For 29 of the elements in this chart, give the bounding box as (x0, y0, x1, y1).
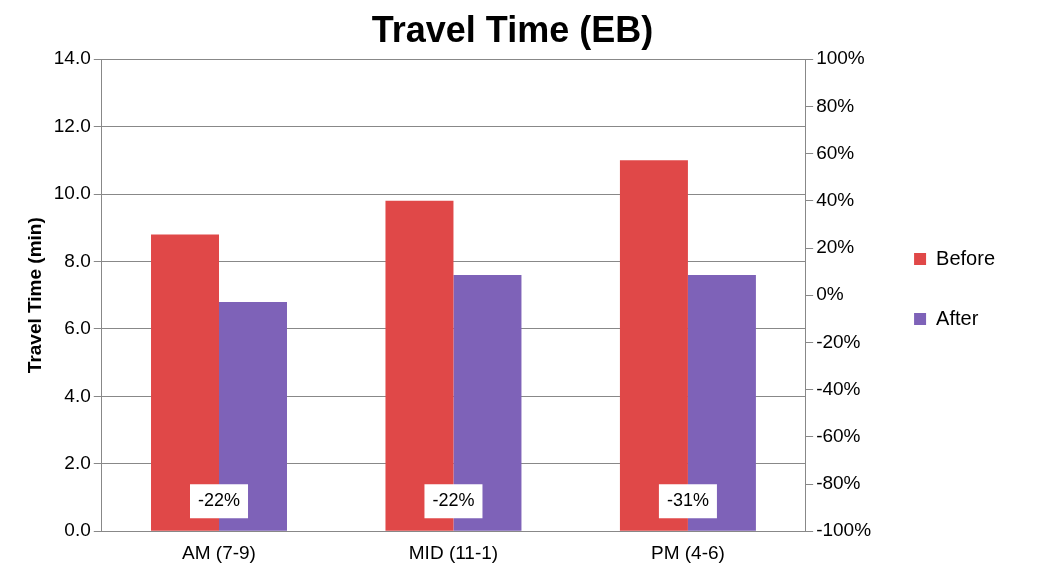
legend-label: After (936, 306, 979, 329)
y2-tick-label: 20% (816, 236, 855, 258)
y2-tick-label: 60% (816, 141, 855, 163)
y-tick-label: 0.0 (64, 519, 91, 541)
y-tick-label: 14.0 (53, 47, 91, 69)
annotation: -22% (432, 490, 475, 511)
y2-tick-label: -60% (816, 425, 861, 447)
y-tick-label: 4.0 (64, 384, 91, 406)
legend-label: Before (936, 246, 996, 269)
y2-tick-label: 40% (816, 189, 855, 211)
y2-tick-label: -40% (816, 377, 861, 399)
y-tick-label: 6.0 (64, 317, 91, 339)
annotation: -31% (666, 490, 709, 511)
y2-tick-label: -80% (816, 472, 861, 494)
y2-tick-label: 80% (816, 94, 855, 116)
x-tick-label: PM (4-6) (650, 541, 725, 563)
y-axis-title: Travel Time (min) (23, 217, 45, 374)
y-tick-label: 8.0 (64, 249, 91, 271)
y2-tick-label: -20% (816, 330, 861, 352)
y2-tick-label: 100% (816, 47, 865, 69)
y-tick-label: 2.0 (64, 452, 91, 474)
y-tick-label: 10.0 (53, 182, 91, 204)
x-tick-label: MID (11-1) (408, 541, 499, 563)
x-tick-label: AM (7-9) (182, 541, 256, 563)
y2-tick-label: 0% (816, 283, 844, 305)
annotation: -22% (197, 490, 241, 511)
y2-tick-label: -100% (816, 519, 872, 541)
y-tick-label: 12.0 (53, 114, 91, 136)
chart-title: Travel Time (EB) (371, 8, 654, 50)
